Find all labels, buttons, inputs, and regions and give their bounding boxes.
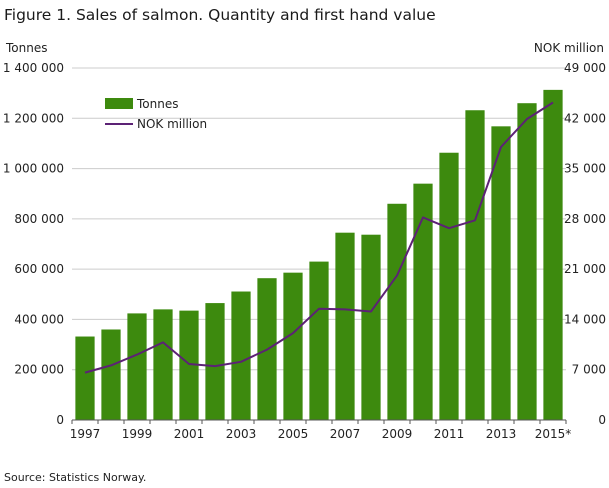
left-tick-label: 600 000 bbox=[14, 262, 64, 276]
right-tick-label: 42 000 bbox=[564, 111, 606, 125]
legend-swatch-tonnes bbox=[105, 98, 133, 109]
right-axis-tick-labels: 0 7 000 14 000 21 000 28 000 35 000 42 000 49 0… bbox=[564, 61, 606, 427]
bar bbox=[543, 89, 563, 421]
x-tick-label: 2007 bbox=[330, 427, 361, 441]
x-tick-label: 2011 bbox=[434, 427, 465, 441]
bar bbox=[283, 272, 303, 420]
left-tick-label: 1 200 000 bbox=[3, 111, 64, 125]
bar bbox=[75, 336, 95, 420]
left-tick-label: 400 000 bbox=[14, 312, 64, 326]
bar bbox=[335, 232, 355, 420]
left-tick-label: 1 000 000 bbox=[3, 162, 64, 176]
x-tick-label: 2015* bbox=[535, 427, 572, 441]
left-axis-tick-labels: 0 200 000 400 000 600 000 800 000 1 000 000 1 … bbox=[3, 61, 64, 427]
bar bbox=[101, 329, 121, 420]
line-series-nok-million bbox=[84, 101, 554, 374]
bar bbox=[517, 103, 537, 420]
bar bbox=[465, 110, 485, 421]
x-tick-label: 2003 bbox=[226, 427, 257, 441]
legend-label-nok-million: NOK million bbox=[137, 117, 207, 131]
x-tick-label: 2005 bbox=[278, 427, 309, 441]
right-tick-label: 49 000 bbox=[564, 61, 606, 75]
bar bbox=[309, 261, 329, 420]
bar bbox=[439, 152, 459, 420]
left-tick-label: 0 bbox=[56, 413, 64, 427]
right-tick-label: 28 000 bbox=[564, 212, 606, 226]
bar bbox=[361, 234, 381, 420]
bar bbox=[127, 313, 147, 420]
bar-series-tonnes bbox=[75, 89, 563, 421]
x-tick-label: 1997 bbox=[70, 427, 101, 441]
right-tick-label: 7 000 bbox=[572, 363, 606, 377]
figure-title: Figure 1. Sales of salmon. Quantity and … bbox=[4, 6, 436, 24]
left-axis-title: Tonnes bbox=[5, 41, 47, 55]
bar bbox=[205, 303, 225, 420]
bar bbox=[387, 203, 407, 420]
right-tick-label: 21 000 bbox=[564, 262, 606, 276]
left-tick-label: 1 400 000 bbox=[3, 61, 64, 75]
x-tick-label: 2013 bbox=[486, 427, 517, 441]
x-tick-label: 2001 bbox=[174, 427, 205, 441]
right-tick-label: 35 000 bbox=[564, 162, 606, 176]
bar bbox=[491, 126, 511, 421]
x-tick-label: 1999 bbox=[122, 427, 153, 441]
right-axis-title: NOK million bbox=[534, 41, 604, 55]
right-tick-label: 14 000 bbox=[564, 312, 606, 326]
x-tick-label: 2009 bbox=[382, 427, 413, 441]
right-tick-label: 0 bbox=[598, 413, 606, 427]
left-tick-label: 800 000 bbox=[14, 212, 64, 226]
source-note: Source: Statistics Norway. bbox=[4, 471, 147, 484]
legend: Tonnes NOK million bbox=[105, 97, 207, 131]
bar bbox=[179, 310, 199, 420]
left-tick-label: 200 000 bbox=[14, 363, 64, 377]
bar bbox=[231, 291, 251, 420]
x-axis-ticks: 1997 1999 2001 2003 2005 2007 2009 2011 2013 2015… bbox=[70, 420, 572, 441]
bar bbox=[153, 309, 173, 420]
bar bbox=[413, 183, 433, 420]
legend-label-tonnes: Tonnes bbox=[136, 97, 178, 111]
